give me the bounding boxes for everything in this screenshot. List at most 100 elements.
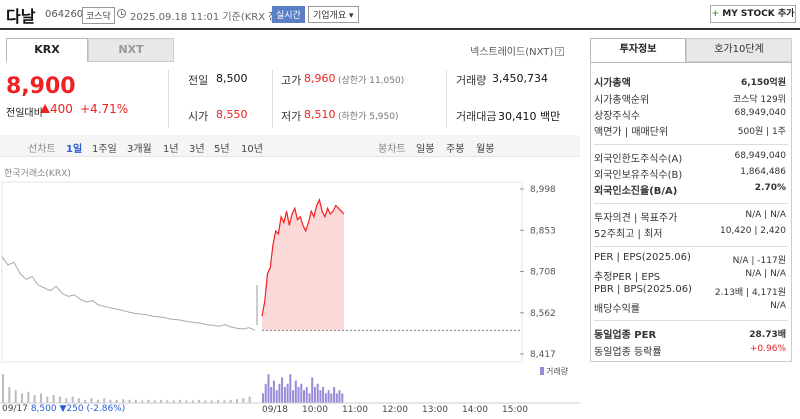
info-row-label: 시가총액 — [594, 78, 631, 89]
info-row-label: 동일업종 PER — [594, 330, 657, 341]
stock-name: 다날 — [6, 7, 36, 26]
prev-volume-bar — [248, 396, 251, 403]
prev-volume-bar — [153, 400, 156, 403]
period-5y[interactable]: 5년 — [214, 144, 230, 155]
period-1d[interactable]: 1일 — [66, 144, 83, 155]
prev-volume-bar — [204, 400, 207, 403]
add-mystock-label: MY STOCK 추가 — [722, 9, 795, 19]
info-row-value: +0.96% — [749, 344, 786, 354]
prev-volume-bar — [242, 398, 245, 403]
prev-volume-bar — [147, 399, 150, 403]
nxt-link-label: 넥스트레이드(NXT) — [470, 47, 554, 58]
prev-volume-bar — [223, 400, 226, 403]
amount-value: 30,410 백만 — [498, 110, 561, 123]
low-label: 저가 — [281, 110, 302, 123]
info-row-label: 상장주식수 — [594, 111, 640, 122]
prev-volume-bar — [160, 399, 163, 403]
today-volume-bar — [335, 393, 338, 403]
investment-info-panel — [590, 62, 792, 362]
prev-volume-bar — [2, 374, 4, 403]
info-divider — [594, 320, 788, 321]
x-tick-label: 12:00 — [382, 405, 408, 415]
info-row-label: 투자의견 | 목표주가 — [594, 213, 678, 224]
info-row-label: 배당수익률 — [594, 304, 640, 315]
company-overview-button[interactable]: 기업개요 ▾ — [308, 6, 359, 23]
prev-volume-bar — [210, 400, 213, 403]
realtime-button[interactable]: 실시간 — [272, 6, 305, 23]
prev-day-change: ▼250 — [59, 404, 84, 414]
period-1y[interactable]: 1년 — [163, 144, 179, 155]
info-row-value: 68,949,040 — [734, 108, 786, 118]
divider — [446, 70, 447, 128]
prev-day-rate: (-2.86%) — [86, 404, 126, 414]
today-volume-bar — [300, 383, 303, 403]
today-volume-bar — [303, 390, 305, 403]
info-row-value: 1,864,486 — [740, 167, 786, 177]
y-tick-label: 8,562 — [530, 309, 556, 319]
x-tick-label: 09/18 — [262, 405, 288, 415]
info-row-value: 코스닥 129위 — [732, 95, 786, 105]
prev-volume-bar — [172, 400, 175, 403]
prev-volume-bar — [191, 400, 194, 403]
market-badge: 코스닥 — [82, 7, 115, 24]
period-weekly[interactable]: 주봉 — [446, 144, 465, 155]
change-rate: +4.71% — [80, 102, 129, 116]
prev-volume-bar — [96, 399, 99, 403]
prev-day-date: 09/17 — [2, 404, 28, 414]
period-1w[interactable]: 1주일 — [92, 144, 117, 155]
today-volume-bar — [270, 387, 273, 403]
today-volume-bar — [262, 393, 264, 403]
today-volume-bar — [281, 377, 284, 403]
today-volume-bar — [294, 380, 297, 403]
info-row-value: 2.70% — [754, 183, 786, 193]
line-chart-toggle[interactable]: 선차트 — [28, 144, 56, 155]
prev-volume-bar — [27, 391, 30, 403]
tab-nxt[interactable]: NXT — [88, 38, 174, 62]
today-volume-bar — [267, 374, 270, 403]
change-label: 전일대비 — [6, 108, 43, 119]
prev-volume-bar — [128, 399, 131, 403]
prev-volume-bar — [115, 399, 118, 403]
prev-volume-bar — [77, 398, 80, 403]
tab-krx[interactable]: KRX — [6, 38, 88, 62]
prev-close-value: 8,500 — [216, 72, 248, 85]
prev-volume-bar — [90, 398, 93, 403]
today-volume-bar — [292, 390, 295, 403]
add-mystock-button[interactable]: + MY STOCK 추가 — [710, 5, 796, 23]
info-row-label: 외국인소진율(B/A) — [594, 186, 678, 197]
prev-volume-bar — [58, 396, 61, 403]
prev-volume-bar — [21, 393, 23, 403]
prev-day-line — [1, 256, 256, 331]
candle-chart-toggle[interactable]: 봉차트 — [378, 144, 406, 155]
today-volume-bar — [311, 377, 314, 403]
prev-volume-bar — [229, 399, 232, 403]
prev-day-info: 09/17 8,500 ▼250 (-2.86%) — [2, 404, 125, 414]
tab-order-book[interactable]: 호가10단계 — [686, 38, 792, 62]
period-monthly[interactable]: 월봉 — [476, 144, 495, 155]
today-volume-bar — [272, 380, 275, 403]
price-chart[interactable]: 8,998 8,853 8,708 8,562 8,417 09/18 10:00 11:0… — [0, 177, 580, 419]
x-tick-label: 11:00 — [342, 405, 368, 415]
period-daily[interactable]: 일봉 — [416, 144, 435, 155]
prev-day-price: 8,500 — [30, 404, 57, 414]
period-3y[interactable]: 3년 — [189, 144, 205, 155]
prev-volume-bar — [33, 395, 36, 403]
today-price-line — [261, 197, 345, 317]
nxt-link[interactable]: 넥스트레이드(NXT)? — [470, 43, 565, 58]
x-tick-label: 14:00 — [462, 405, 488, 415]
quote-datetime: 2025.09.18 11:01 기준(KRX 장중) — [130, 12, 291, 23]
period-10y[interactable]: 10년 — [241, 144, 263, 155]
x-tick-label: 15:00 — [502, 405, 528, 415]
low-value: 8,510 — [304, 108, 336, 121]
prev-volume-bar — [103, 398, 106, 403]
open-label: 시가 — [188, 110, 209, 123]
today-volume-bar — [286, 383, 289, 403]
help-icon[interactable]: ? — [555, 47, 565, 56]
today-volume-bar — [330, 393, 333, 403]
info-divider — [594, 144, 788, 145]
prev-volume-bar — [198, 399, 201, 403]
prev-close-label: 전일 — [188, 74, 209, 87]
tab-investment-info[interactable]: 투자정보 — [590, 38, 686, 62]
change-value: 400 — [50, 102, 73, 116]
period-3m[interactable]: 3개월 — [127, 144, 152, 155]
